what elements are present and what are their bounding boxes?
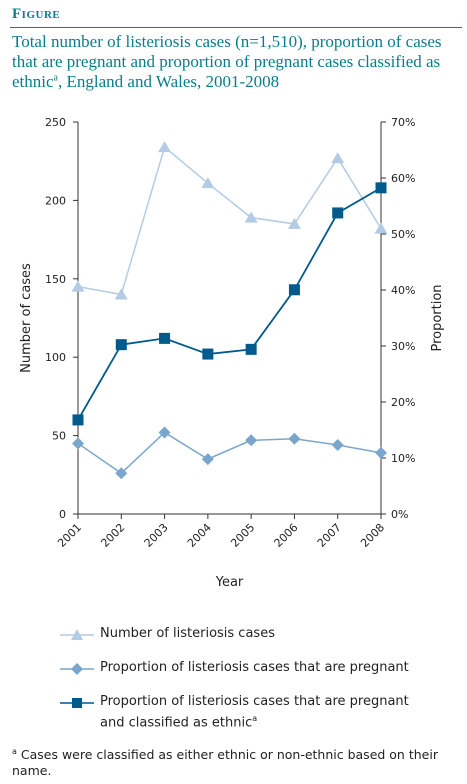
y-tick-label-left: 200 [45, 194, 66, 207]
triangle-point [158, 141, 172, 153]
square-point [72, 414, 84, 426]
triangle-point [201, 177, 215, 189]
x-axis-label: Year [215, 575, 244, 590]
square-point [245, 343, 257, 355]
chart-series [71, 141, 388, 480]
legend-label-cases: Number of listeriosis cases [100, 626, 275, 641]
x-tick-label: 2001 [55, 521, 84, 550]
y-tick-label-right: 70% [391, 116, 415, 129]
diamond-point [331, 439, 344, 452]
square-point [115, 339, 127, 351]
x-tick-label: 2004 [185, 521, 214, 550]
legend-swatch-triangle [60, 629, 94, 640]
legend-label-ethnic-line2: and classified as ethnic [100, 715, 253, 731]
caption-part2: , England and Wales, 2001-2008 [58, 72, 280, 91]
triangle-point [114, 288, 128, 300]
footnote: a Cases were classified as either ethnic… [12, 744, 462, 779]
y-tick-label-right: 50% [391, 228, 415, 241]
diamond-point [158, 426, 171, 439]
diamond-point [201, 453, 214, 466]
x-tick-label: 2003 [142, 521, 171, 550]
legend-item-ethnic: Proportion of listeriosis cases that are… [60, 686, 460, 730]
triangle-point [287, 217, 301, 229]
figure-rule [10, 27, 462, 28]
triangle-point [331, 152, 345, 164]
diamond-point [72, 437, 84, 450]
x-tick-label: 2006 [272, 521, 301, 550]
legend-label-ethnic-line1: Proportion of listeriosis cases that are… [100, 694, 409, 709]
x-tick-label: 2008 [358, 521, 387, 550]
line-chart: 0 50 100 150 200 250 0% 10% 20% 30% 40% 50% 60% 70% 20… [19, 116, 445, 590]
triangle-point [244, 211, 258, 223]
series-line-square [77, 187, 382, 421]
square-point [202, 348, 214, 360]
legend-swatch-square [60, 698, 94, 708]
x-tick-label: 2005 [228, 521, 257, 550]
x-tick-label: 2007 [315, 521, 344, 550]
legend-item-cases: Number of listeriosis cases [60, 618, 460, 652]
x-tick-label: 2002 [98, 521, 127, 550]
triangle-point [374, 222, 388, 234]
y-tick-label-right: 30% [391, 340, 415, 353]
y-axis-label-left: Number of cases [19, 263, 34, 373]
y-tick-label-left: 250 [45, 116, 66, 129]
series-line-diamond [77, 431, 382, 475]
figure-label: Figure [12, 6, 61, 22]
series-line-triangle [77, 145, 382, 296]
chart-legend: Number of listeriosis cases Proportion o… [60, 618, 460, 730]
legend-swatch-diamond [60, 663, 94, 675]
y-tick-label-right: 20% [391, 396, 415, 409]
y-tick-label-left: 100 [45, 351, 66, 364]
legend-label-pregnant: Proportion of listeriosis cases that are… [100, 660, 409, 675]
legend-label-ethnic-sup: a [252, 714, 258, 723]
y-tick-label-right: 0% [391, 508, 408, 521]
caption-part1: Total number of listeriosis cases (n=1,5… [12, 32, 442, 91]
y-axis-label-right: Proportion [430, 284, 445, 351]
diamond-point [115, 467, 128, 480]
diamond-point [375, 446, 387, 459]
diamond-point [245, 434, 258, 447]
triangle-point [71, 280, 85, 292]
footnote-text: Cases were classified as either ethnic o… [12, 747, 438, 779]
square-point [288, 284, 300, 296]
caption-sup: a [53, 72, 58, 84]
square-point [159, 332, 171, 344]
diamond-point [288, 432, 301, 445]
square-point [332, 207, 344, 219]
footnote-sup: a [12, 747, 17, 756]
legend-label-ethnic: Proportion of listeriosis cases that are… [100, 693, 409, 731]
y-tick-label-right: 60% [391, 172, 415, 185]
y-tick-label-right: 40% [391, 284, 415, 297]
y-tick-label-left: 50 [52, 430, 66, 443]
square-point [375, 182, 387, 194]
y-tick-label-left: 0 [59, 508, 66, 521]
legend-item-pregnant: Proportion of listeriosis cases that are… [60, 652, 460, 686]
figure-caption: Total number of listeriosis cases (n=1,5… [12, 32, 462, 92]
y-tick-label-left: 150 [45, 273, 66, 286]
chart-axes: 0 50 100 150 200 250 0% 10% 20% 30% 40% 50% 60% 70% 20… [19, 116, 445, 590]
y-tick-label-right: 10% [391, 452, 415, 465]
